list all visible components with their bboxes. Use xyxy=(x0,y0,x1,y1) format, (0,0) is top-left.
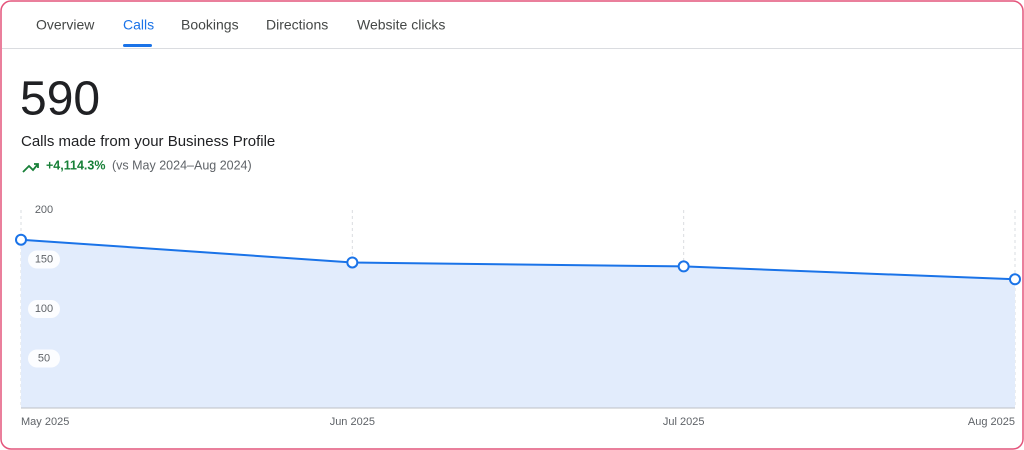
change-value: +4,114.3% xyxy=(46,158,105,172)
y-tick-pill xyxy=(28,300,60,318)
y-tick-label: 150 xyxy=(35,253,53,265)
tab[interactable]: Directions xyxy=(266,17,328,33)
y-tick-label: 50 xyxy=(38,352,50,364)
point xyxy=(677,260,690,273)
x-tick-label: Aug 2025 xyxy=(968,416,1015,428)
x-tick-label: Jun 2025 xyxy=(330,416,375,428)
metric-label: Calls made from your Business Profile xyxy=(21,133,275,150)
y-tick-pill xyxy=(28,201,60,219)
tab-indicator xyxy=(123,44,152,47)
point xyxy=(15,233,27,246)
tab[interactable]: Overview xyxy=(36,17,95,33)
line xyxy=(20,238,1016,281)
trend-icon xyxy=(22,163,39,173)
x-tick-label: May 2025 xyxy=(21,416,69,428)
y-tick-pill xyxy=(28,349,60,368)
y-tick-label: 200 xyxy=(35,204,53,216)
metric-value: 590 xyxy=(20,73,100,126)
point xyxy=(1009,273,1021,286)
y-tick-label: 100 xyxy=(35,303,53,315)
tab-bar: Overview Calls Bookings Directions Websi… xyxy=(2,17,1022,49)
area xyxy=(21,239,1015,408)
tab[interactable]: Website clicks xyxy=(357,17,445,33)
chart: 50 100 150 200 May 2025 Jun 2025 Jul 2025 Aug 2… xyxy=(15,201,1021,428)
change-comparison: (vs May 2024–Aug 2024) xyxy=(112,158,252,172)
tab[interactable]: Bookings xyxy=(181,17,239,33)
point xyxy=(346,256,359,269)
tab-active[interactable]: Calls xyxy=(123,17,154,33)
x-tick-label: Jul 2025 xyxy=(663,416,705,428)
y-tick-pill xyxy=(28,250,60,269)
